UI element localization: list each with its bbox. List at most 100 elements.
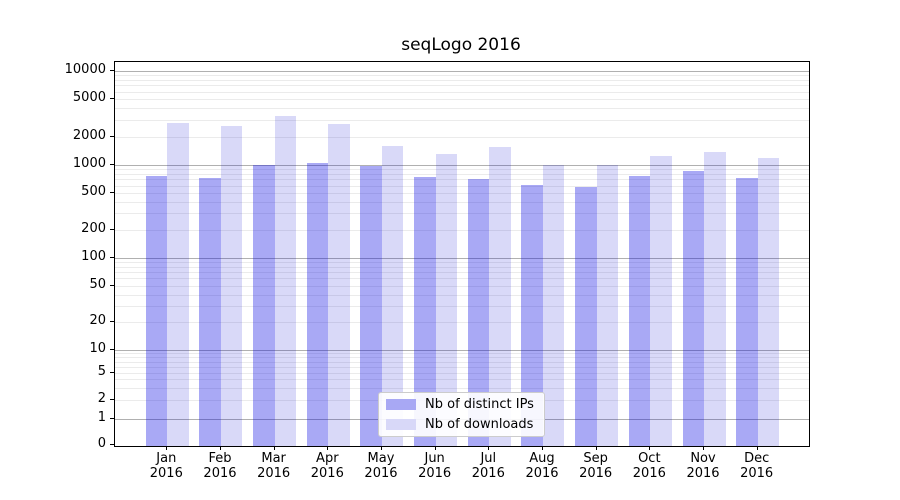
legend-label-distinct-ips: Nb of distinct IPs — [425, 397, 534, 412]
bar-distinct-ips-oct — [628, 175, 651, 446]
y-tick — [110, 348, 114, 350]
x-tick-month: May — [367, 451, 395, 466]
x-tick — [756, 446, 758, 450]
bar-distinct-ips-jun — [414, 176, 436, 446]
x-tick — [380, 446, 382, 450]
x-tick-label-feb: Feb 2016 — [190, 451, 250, 481]
x-tick — [541, 446, 543, 450]
x-tick-month: Sep — [583, 451, 608, 466]
y-tick — [110, 371, 114, 373]
bar-downloads-oct — [650, 156, 672, 446]
minor-gridline — [115, 80, 809, 81]
legend-swatch-downloads — [386, 419, 416, 430]
x-tick-year: 2016 — [418, 466, 452, 481]
x-tick-month: Dec — [744, 451, 770, 466]
minor-gridline — [115, 99, 809, 100]
y-tick-label: 5000 — [72, 90, 106, 105]
minor-gridline — [115, 213, 809, 215]
x-tick — [488, 446, 490, 450]
bar-downloads-nov — [704, 151, 726, 446]
y-tick-label: 2000 — [72, 127, 106, 143]
minor-gridline — [115, 179, 809, 181]
x-tick-label-jan: Jan 2016 — [136, 451, 196, 481]
minor-gridline — [115, 85, 809, 87]
x-tick — [219, 446, 221, 450]
y-tick-label: 1000 — [72, 155, 106, 171]
bar-downloads-jun — [435, 154, 458, 446]
x-tick-year: 2016 — [257, 466, 291, 481]
x-tick-label-mar: Mar 2016 — [244, 451, 304, 481]
minor-gridline — [115, 75, 809, 77]
x-tick-year: 2016 — [632, 466, 666, 481]
bar-downloads-mar — [274, 116, 297, 446]
y-tick — [110, 443, 114, 445]
bar-distinct-ips-may — [360, 165, 382, 446]
gridlines-layer — [115, 62, 809, 446]
bar-distinct-ips-apr — [306, 162, 329, 446]
x-tick-year: 2016 — [740, 466, 774, 481]
minor-gridline — [115, 388, 809, 390]
x-tick-label-jun: Jun 2016 — [405, 451, 465, 481]
minor-gridline — [115, 379, 809, 381]
x-tick-label-may: May 2016 — [351, 451, 411, 481]
y-tick — [110, 70, 114, 71]
legend: Nb of distinct IPs Nb of downloads — [378, 392, 545, 437]
major-gridline — [115, 164, 809, 166]
x-tick — [273, 446, 275, 450]
bar-distinct-ips-mar — [253, 164, 275, 446]
x-tick-month: Apr — [316, 451, 339, 466]
bar-downloads-feb — [220, 125, 243, 446]
plot-area — [114, 61, 810, 447]
x-tick-label-oct: Oct 2016 — [619, 451, 679, 481]
major-gridline — [115, 258, 809, 259]
minor-gridline — [115, 201, 809, 203]
legend-label-downloads: Nb of downloads — [425, 417, 534, 432]
minor-gridline — [115, 193, 809, 194]
minor-gridline — [115, 322, 809, 324]
y-tick — [110, 257, 114, 258]
x-tick-month: Oct — [638, 451, 661, 466]
x-tick — [327, 446, 329, 450]
minor-gridline — [115, 366, 809, 368]
y-tick-label: 100 — [81, 249, 106, 264]
x-tick-month: Feb — [208, 451, 232, 466]
x-tick-month: Mar — [261, 451, 286, 466]
bar-downloads-sep — [596, 165, 619, 446]
minor-gridline — [115, 361, 809, 363]
x-tick-month: Jun — [424, 451, 445, 466]
legend-item-downloads: Nb of downloads — [379, 416, 544, 433]
x-tick-month: Jul — [480, 451, 497, 466]
x-tick-year: 2016 — [364, 466, 398, 481]
x-tick-label-aug: Aug 2016 — [512, 451, 572, 481]
bar-distinct-ips-jul — [467, 179, 490, 446]
x-tick — [703, 446, 704, 450]
x-tick-year: 2016 — [579, 466, 613, 481]
y-tick — [110, 163, 114, 165]
x-tick-month: Jan — [156, 451, 177, 466]
legend-swatch-distinct-ips — [386, 399, 416, 410]
x-tick-label-jul: Jul 2016 — [458, 451, 518, 481]
x-tick-year: 2016 — [149, 466, 183, 481]
y-tick — [110, 228, 114, 230]
minor-gridline — [115, 285, 809, 287]
x-tick-month: Aug — [529, 451, 555, 466]
y-tick — [110, 284, 114, 286]
x-tick-year: 2016 — [686, 466, 720, 481]
x-tick-label-sep: Sep 2016 — [566, 451, 626, 481]
y-tick-label: 50 — [89, 276, 106, 292]
x-tick-year: 2016 — [310, 466, 344, 481]
bar-distinct-ips-sep — [575, 186, 597, 446]
x-tick-label-nov: Nov 2016 — [673, 451, 733, 481]
x-tick-label-dec: Dec 2016 — [727, 451, 787, 481]
bar-distinct-ips-feb — [199, 178, 221, 446]
bar-downloads-jan — [167, 122, 189, 446]
x-tick-year: 2016 — [203, 466, 237, 481]
minor-gridline — [115, 306, 809, 308]
bar-downloads-aug — [542, 165, 565, 446]
legend-item-distinct-ips: Nb of distinct IPs — [379, 396, 544, 413]
bar-distinct-ips-jan — [145, 176, 168, 446]
x-tick — [649, 446, 651, 450]
y-tick — [110, 418, 114, 420]
bar-distinct-ips-aug — [521, 185, 543, 446]
y-tick-label: 200 — [81, 220, 106, 236]
